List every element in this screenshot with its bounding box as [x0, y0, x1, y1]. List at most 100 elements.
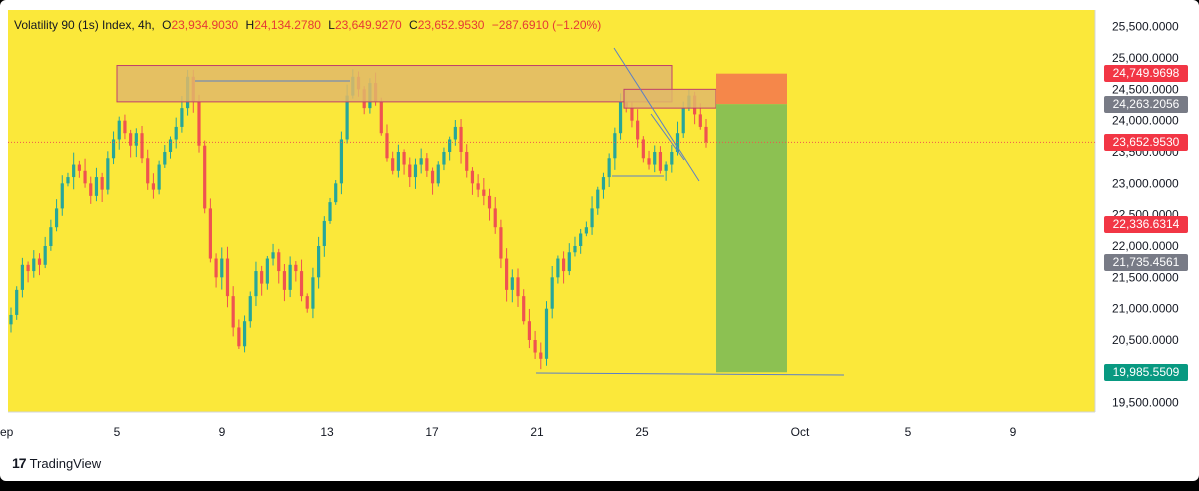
candle-body	[265, 258, 269, 284]
candle-body	[180, 108, 184, 127]
candle-body	[15, 289, 19, 315]
x-tick-label: Oct	[791, 425, 810, 439]
price-tag-current: 23,652.9530	[1104, 133, 1188, 151]
candle-body	[493, 208, 497, 228]
candle-body	[630, 108, 634, 121]
legend-open-label: O	[162, 18, 172, 32]
candle-body	[544, 308, 549, 359]
x-tick-label: 9	[1010, 425, 1017, 439]
candle-body	[282, 271, 287, 290]
candle-body	[231, 296, 235, 328]
price-tag-stop: 24,749.9698	[1104, 65, 1188, 83]
candle-body	[123, 120, 127, 134]
candle-body	[579, 233, 583, 246]
candle-body	[225, 258, 230, 297]
candle-body	[527, 321, 532, 340]
candle-body	[299, 271, 304, 297]
candle-body	[72, 164, 76, 178]
y-tick-label: 25,000.0000	[1112, 51, 1179, 65]
candle-body	[111, 139, 116, 159]
candle-body	[533, 340, 537, 353]
tradingview-brand[interactable]: 17 TradingView	[12, 455, 101, 471]
candle-body	[636, 120, 640, 140]
price-tag-entry: 24,263.2056	[1104, 95, 1188, 113]
candle-body	[425, 158, 429, 171]
legend-close-label: C	[409, 18, 418, 32]
candle-body	[590, 208, 594, 228]
candle-body	[550, 277, 554, 309]
candle-body	[49, 227, 53, 246]
legend-symbol: Volatility 90 (1s) Index, 4h,	[14, 18, 155, 32]
x-tick-label: 9	[219, 425, 226, 439]
candle-body	[510, 277, 514, 290]
candle-body	[174, 126, 178, 140]
candle-body	[539, 352, 543, 359]
candle-body	[698, 114, 702, 127]
legend-low: 23,649.9270	[334, 18, 402, 32]
candle-body	[391, 158, 395, 171]
y-tick-label: 20,500.0000	[1112, 333, 1179, 347]
candle-body	[487, 195, 492, 209]
legend-change: −287.6910 (−1.20%)	[491, 18, 602, 32]
candle-body	[168, 139, 173, 152]
candle-body	[465, 152, 469, 171]
supply-zone	[116, 65, 673, 103]
candle-body	[214, 258, 218, 278]
y-tick-label: 23,000.0000	[1112, 176, 1179, 190]
candle-body	[413, 164, 418, 178]
candle-body	[419, 158, 423, 165]
candle-body	[37, 258, 42, 265]
candle-body	[613, 133, 617, 159]
flag-upper-line	[650, 113, 685, 161]
candle-body	[482, 189, 486, 196]
candle-body	[157, 164, 161, 190]
candle-body	[664, 164, 668, 171]
price-tag-target: 19,985.5509	[1104, 363, 1188, 381]
candle-body	[60, 183, 64, 209]
falling-trendline	[613, 47, 700, 182]
legend-low-label: L	[328, 18, 335, 32]
candle-body	[584, 227, 588, 234]
candle-body	[294, 264, 298, 272]
candle-body	[94, 177, 99, 196]
candle-body	[402, 152, 406, 165]
candle-body	[20, 264, 24, 290]
candle-body	[516, 277, 520, 297]
chart-canvas[interactable]: 25,500.0000 25,000.0000 24,500.0000 24,000.…	[0, 0, 1199, 481]
candle-body	[328, 202, 332, 221]
candle-body	[305, 296, 309, 309]
candle-body	[54, 208, 59, 228]
candle-body	[151, 183, 156, 190]
candle-body	[117, 120, 121, 140]
candle-body	[288, 264, 292, 290]
y-tick-label: 22,000.0000	[1112, 239, 1179, 253]
supply-zone-2	[623, 88, 717, 109]
candle-body	[453, 126, 457, 140]
price-tag-level-b: 21,735.4561	[1104, 254, 1188, 272]
candle-body	[134, 133, 138, 146]
stop-loss-zone	[716, 73, 787, 105]
candle-body	[208, 208, 212, 259]
candle-body	[704, 126, 708, 143]
take-profit-zone	[716, 104, 787, 373]
tradingview-logo-icon: 17	[12, 455, 27, 471]
candle-body	[561, 258, 566, 272]
candle-body	[448, 139, 452, 152]
y-tick-label: 21,500.0000	[1112, 270, 1179, 284]
x-tick-label: 5	[905, 425, 912, 439]
candle-body	[129, 133, 133, 146]
legend-open: 23,934.9030	[171, 18, 239, 32]
candle-body	[476, 183, 480, 190]
candle-body	[658, 152, 663, 171]
candle-body	[277, 252, 281, 272]
candle-body	[499, 227, 503, 259]
symbol-legend: Volatility 90 (1s) Index, 4h, O23,934.90…	[14, 18, 601, 32]
candle-body	[681, 108, 685, 134]
candle-body	[573, 246, 577, 253]
candle-body	[470, 170, 475, 184]
candle-body	[317, 246, 321, 278]
candle-body	[596, 189, 600, 209]
candle-body	[254, 271, 258, 297]
candle-body	[203, 145, 207, 209]
candle-body	[237, 327, 241, 347]
